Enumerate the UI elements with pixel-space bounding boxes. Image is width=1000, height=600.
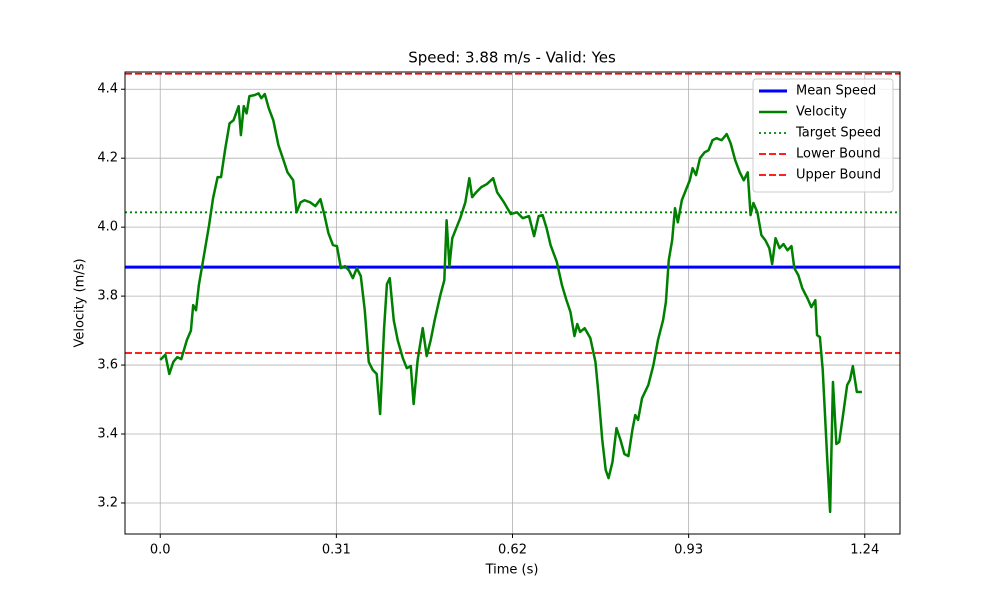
y-tick-label: 3.2 (97, 495, 118, 510)
x-tick-label: 1.24 (850, 543, 879, 558)
y-tick-label: 3.4 (97, 427, 118, 442)
plot-frame (124, 71, 901, 535)
legend-label: Target Speed (795, 126, 881, 141)
legend-label: Upper Bound (796, 168, 881, 183)
x-tick-label: 0.31 (322, 543, 351, 558)
y-tick-label: 4.0 (97, 220, 118, 235)
legend-label: Velocity (796, 105, 847, 120)
y-tick-label: 4.4 (97, 82, 118, 97)
legend-label: Mean Speed (796, 84, 876, 99)
velocity-line (159, 92, 862, 514)
x-tick-label: 0.93 (674, 543, 703, 558)
x-tick-label: 0.62 (498, 543, 527, 558)
x-tick-label: 0.0 (150, 543, 171, 558)
y-axis-label: Velocity (m/s) (73, 258, 88, 347)
y-tick-label: 3.8 (97, 289, 118, 304)
legend-box (752, 78, 894, 193)
x-axis-label: Time (s) (485, 563, 539, 578)
y-tick-label: 4.2 (97, 151, 118, 166)
y-tick-label: 3.6 (97, 358, 118, 373)
chart-title: Speed: 3.88 m/s - Valid: Yes (408, 49, 616, 67)
legend-label: Lower Bound (796, 147, 881, 162)
plot-area (125, 72, 900, 514)
